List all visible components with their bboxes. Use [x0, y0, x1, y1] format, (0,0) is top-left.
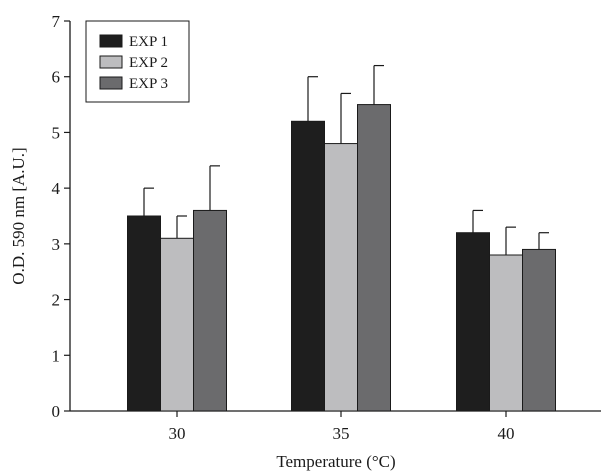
x-tick-label: 40	[498, 424, 515, 443]
legend-swatch	[99, 55, 123, 69]
bar-1-40	[456, 232, 490, 412]
legend-label: EXP 3	[129, 76, 168, 92]
legend: EXP 1 EXP 2 EXP 3	[85, 20, 190, 103]
x-tick-label: 30	[169, 424, 186, 443]
bar-2-35	[324, 143, 358, 412]
x-ticks: 30 35 40	[169, 411, 515, 443]
bar-3-35	[357, 104, 391, 412]
y-tick-label: 6	[52, 68, 61, 87]
error-bars	[143, 64, 549, 255]
y-tick-label: 1	[52, 346, 61, 365]
legend-label: EXP 2	[129, 55, 168, 71]
y-tick-label: 2	[52, 291, 61, 310]
y-tick-label: 3	[52, 235, 61, 254]
y-tick-label: 5	[52, 123, 61, 142]
bar-3-40	[522, 248, 556, 412]
bar-3-30	[193, 209, 227, 412]
legend-label: EXP 1	[129, 34, 168, 50]
y-axis-title: O.D. 590 nm [A.U.]	[9, 147, 28, 284]
bar-2-40	[489, 254, 523, 412]
x-axis-title: Temperature (°C)	[276, 452, 395, 471]
bar-1-35	[291, 120, 325, 412]
bar-1-30	[127, 215, 161, 412]
x-tick-label: 35	[333, 424, 350, 443]
bar-2-30	[160, 237, 194, 412]
y-tick-label: 0	[52, 402, 61, 421]
y-tick-label: 7	[52, 12, 61, 31]
legend-swatch	[99, 76, 123, 90]
y-tick-label: 4	[52, 179, 61, 198]
bars	[127, 104, 556, 412]
y-ticks: 0 1 2 3 4 5 6 7	[52, 12, 70, 421]
legend-swatch	[99, 34, 123, 48]
